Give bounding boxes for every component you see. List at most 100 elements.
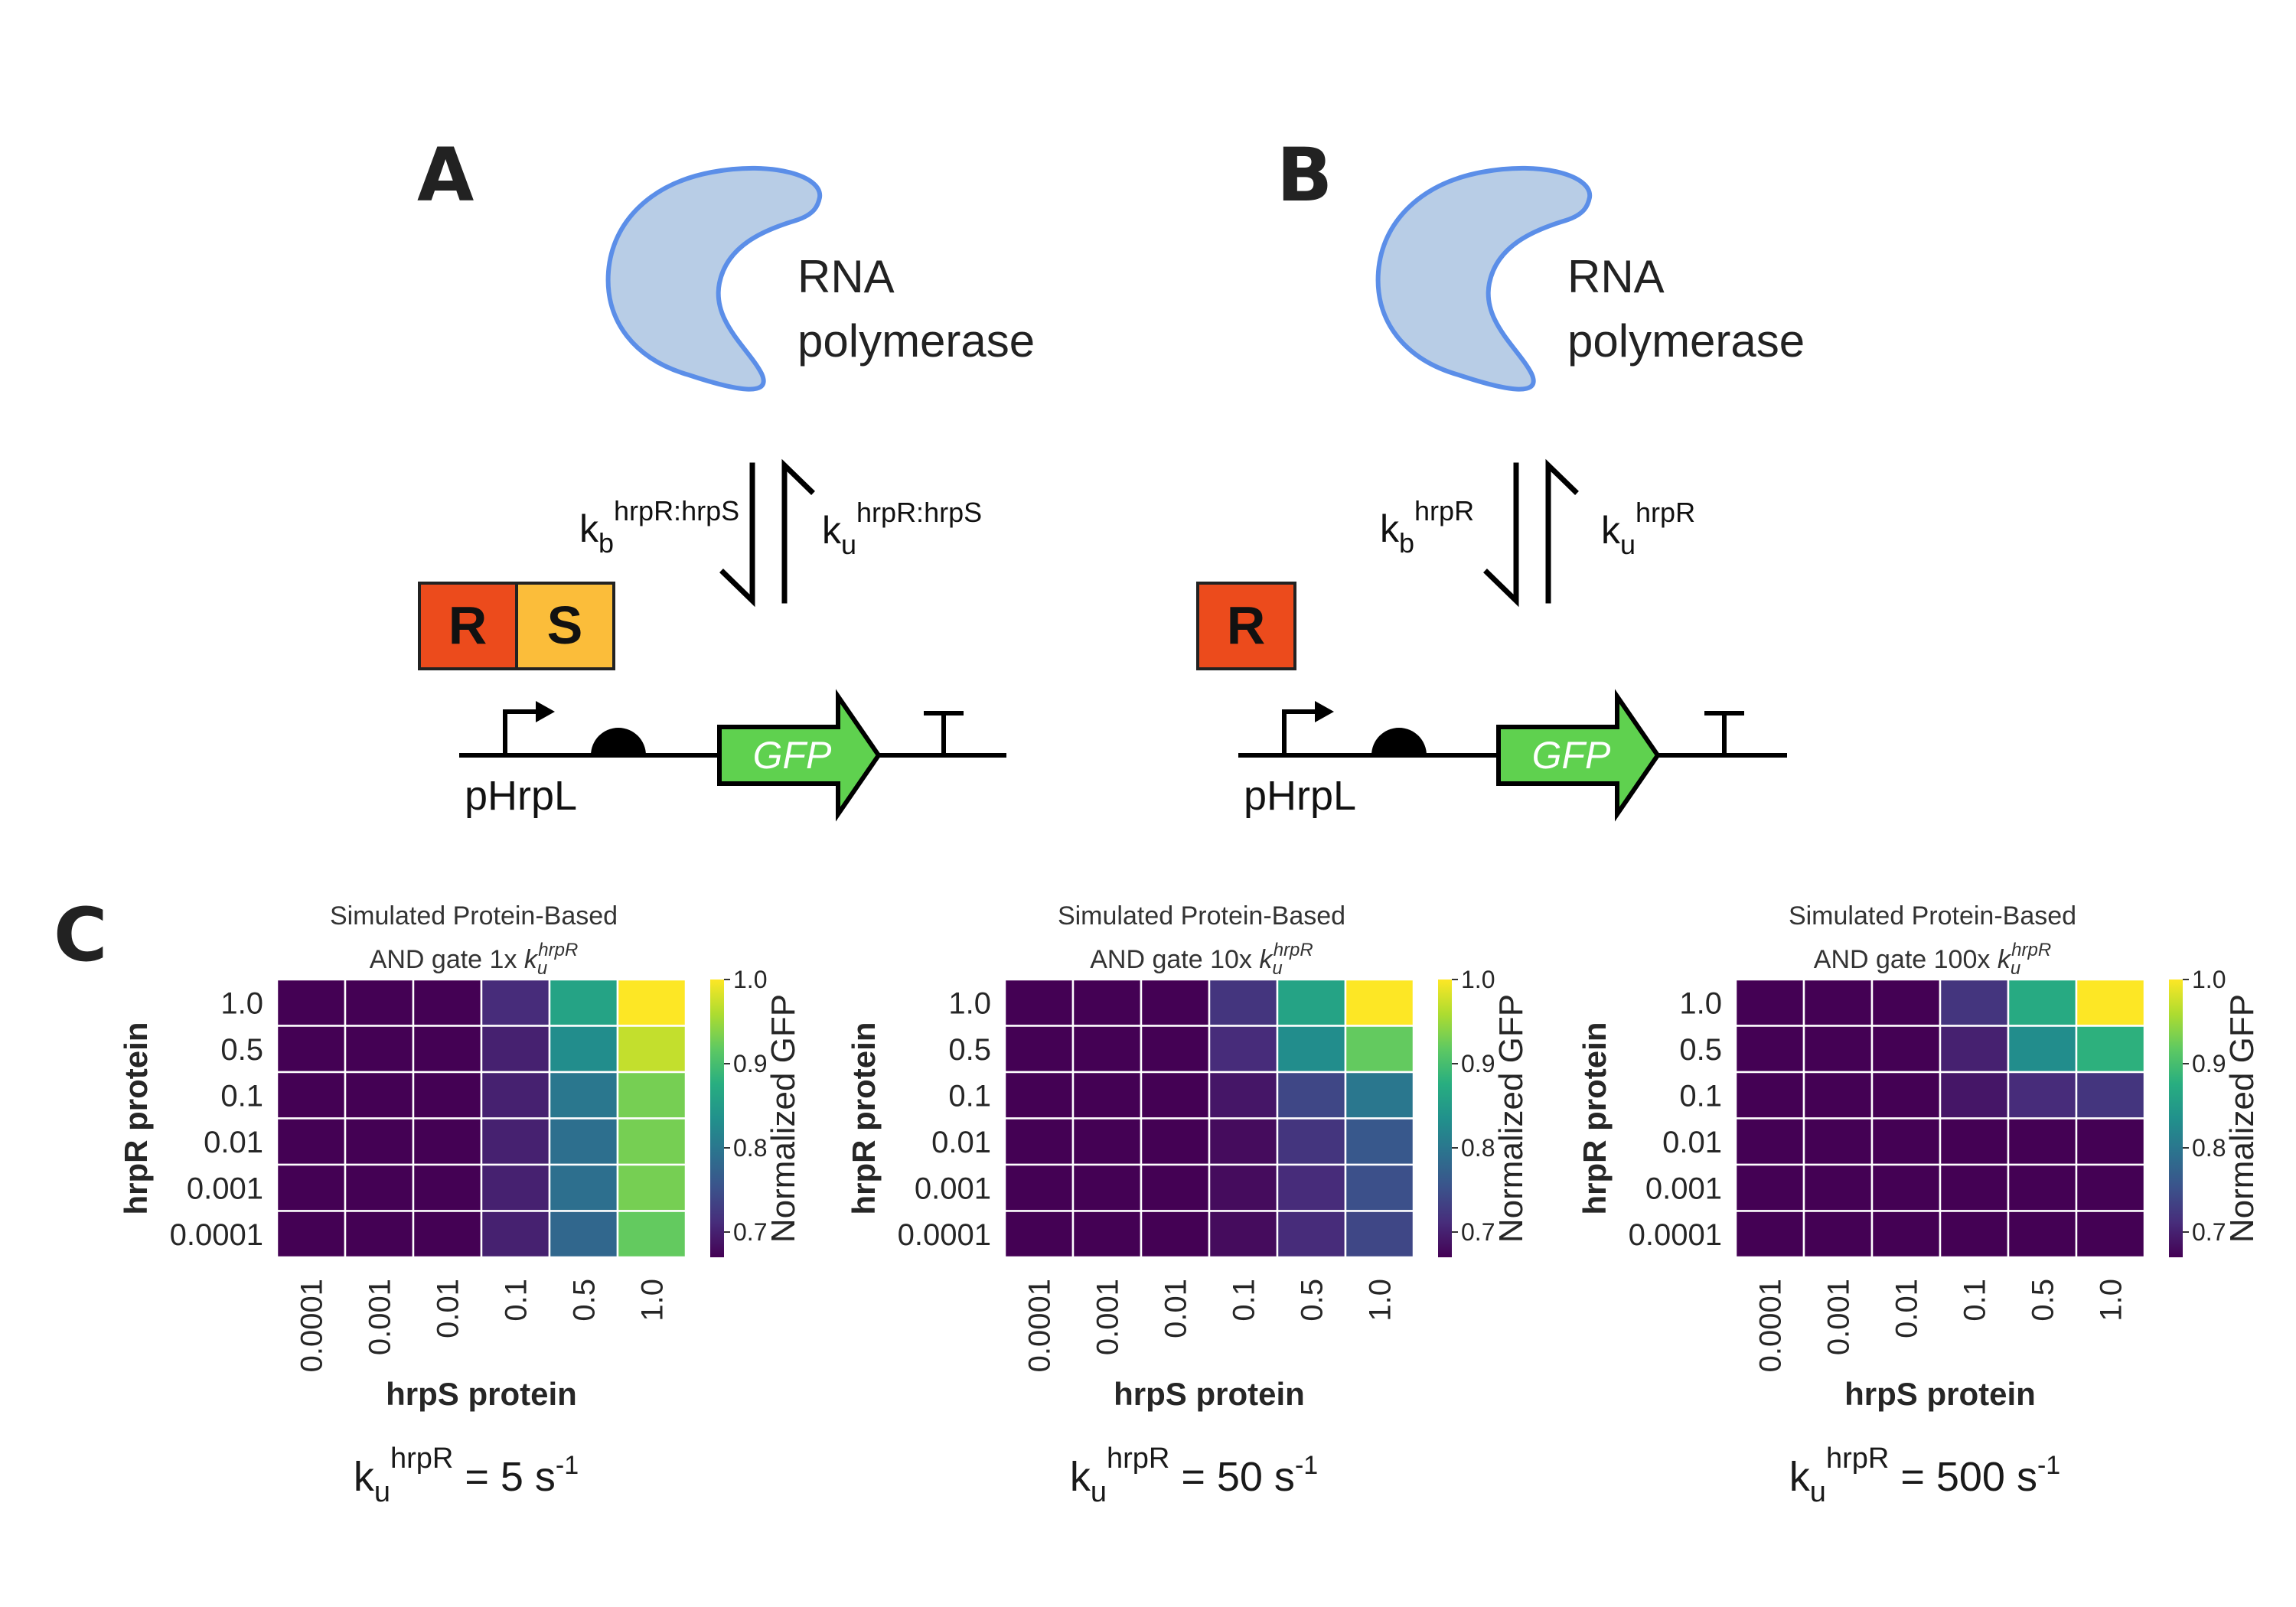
heatmap-cell [2075,1025,2146,1074]
heatmap-cell [1802,1163,1874,1212]
x-tick-label: 0.1 [1958,1279,1992,1322]
heatmap-cell [412,1163,483,1212]
x-tick-label: 0.5 [568,1279,602,1322]
x-tick-label: 0.01 [1159,1279,1193,1338]
x-tick-label: 1.0 [1364,1279,1397,1322]
x-axis-label: hrpS protein [1114,1376,1305,1412]
promoter-arrow-head-icon [1315,701,1334,722]
heatmap-cell [616,1025,687,1074]
panel-letter-a: A [417,132,474,218]
heatmap-cell [1276,1025,1347,1074]
heatmap-cell [1344,1025,1415,1074]
heatmap-1: Simulated Protein-Based AND gate 1x kuhrp… [118,901,802,1508]
panel-letter-b: B [1277,132,1332,218]
panel-a: A RNA polymerase kbhrpR:hrpS kuhrpR:hrpS… [417,132,1035,822]
heatmap-cell [1071,1210,1143,1259]
heatmap-cell [276,978,347,1027]
heatmap-cell [1344,978,1415,1027]
x-tick-label: 1.0 [636,1279,670,1322]
hrpR-box [1196,582,1296,670]
heatmap-cell [1802,1025,1874,1074]
x-tick-label: 0.1 [500,1279,533,1322]
heatmap-cell [1208,978,1279,1027]
x-tick-label: 1.0 [2095,1279,2128,1322]
gfp-label: GFP [753,734,832,777]
heatmap-cell [1802,1071,1874,1120]
colorbar-tick-label: 0.7 [2192,1218,2226,1246]
y-axis-label: hrpR protein [118,1022,154,1215]
heatmap-cell [480,1163,551,1212]
polymerase-label-line1: RNA [1567,251,1665,302]
y-tick-label: 0.0001 [898,1218,991,1252]
heatmap-cell [1208,1117,1279,1166]
colorbar-tick-label: 0.8 [2192,1134,2226,1162]
terminator-icon [1704,711,1744,755]
heatmap-cell [344,1117,415,1166]
hrpR-box-label: R [1227,595,1266,655]
heatmap-cell [480,1071,551,1120]
heatmap-cell [1870,1117,1942,1166]
heatmap-cell [412,1071,483,1120]
hrpR-box-label: R [448,595,488,655]
x-axis-label: hrpS protein [1844,1376,2036,1412]
heatmap-cell [276,1025,347,1074]
colorbar-label: Normalized GFP [1492,994,1530,1243]
colorbar-label: Normalized GFP [765,994,802,1243]
heatmap-cell [412,1025,483,1074]
colorbar-tick-label: 0.9 [1461,1050,1495,1077]
heatmap-cell [480,1117,551,1166]
heatmap-title-line1: Simulated Protein-Based [1058,901,1345,931]
heatmap-cell [1276,1117,1347,1166]
heatmap-cell [1071,1163,1143,1212]
x-tick-label: 0.001 [1822,1279,1856,1355]
panel-letter-c: C [54,892,107,978]
heatmap-cell [480,978,551,1027]
heatmap-cell [412,978,483,1027]
heatmap-cell [2007,1117,2078,1166]
heatmap-cell [1276,1163,1347,1212]
colorbar-tick-label: 0.7 [1461,1218,1495,1246]
x-tick-label: 0.5 [1296,1279,1329,1322]
heatmap-cell [1870,978,1942,1027]
heatmap-cell [1870,1071,1942,1120]
y-axis-label: hrpR protein [846,1022,882,1215]
colorbar-tick-label: 1.0 [1461,966,1495,993]
heatmap-cell [1870,1210,1942,1259]
hrpS-box [515,582,615,670]
equilibrium-arrows-icon [1483,458,1579,608]
promoter-label: pHrpL [1244,773,1356,819]
heatmap-cell [1734,1117,1805,1166]
heatmap-cell [276,1210,347,1259]
y-tick-label: 0.01 [931,1126,991,1159]
gfp-label: GFP [1532,734,1611,777]
colorbar-label: Normalized GFP [2223,994,2261,1243]
heatmap-cell [2007,1163,2078,1212]
heatmap-2: Simulated Protein-Based AND gate 10x kuhr… [846,901,1530,1508]
heatmap-cell [2075,1210,2146,1259]
gfp-cds-arrow-icon [1496,689,1661,822]
hrpR-box [418,582,518,670]
x-axis-label: hrpS protein [386,1376,577,1412]
heatmap-cell [1003,1071,1075,1120]
heatmap-cell [2007,1071,2078,1120]
panel-b: B RNA polymerase kbhrpR kuhrpR R GFP pHr… [1196,132,1805,822]
heatmap-cell [548,1071,619,1120]
heatmap-cell [1003,1163,1075,1212]
heatmap-cell [1802,1210,1874,1259]
polymerase-label-line1: RNA [797,251,895,302]
heatmap-cell [1003,1210,1075,1259]
kb-rate-label: kbhrpR [1380,495,1474,559]
heatmap-cell [1802,1117,1874,1166]
heatmap-cell [1734,1071,1805,1120]
y-tick-label: 0.01 [1662,1126,1722,1159]
heatmap-cell [1208,1071,1279,1120]
colorbar-tick-label: 1.0 [2192,966,2226,993]
heatmap-cell [616,1210,687,1259]
dna-construct-b: GFP [1238,689,1787,822]
heatmap-cell [1140,1117,1211,1166]
heatmap-cell [1870,1163,1942,1212]
x-tick-label: 0.1 [1228,1279,1261,1322]
y-tick-label: 0.01 [204,1126,263,1159]
heatmap-cell [412,1210,483,1259]
x-tick-label: 0.5 [2027,1279,2060,1322]
